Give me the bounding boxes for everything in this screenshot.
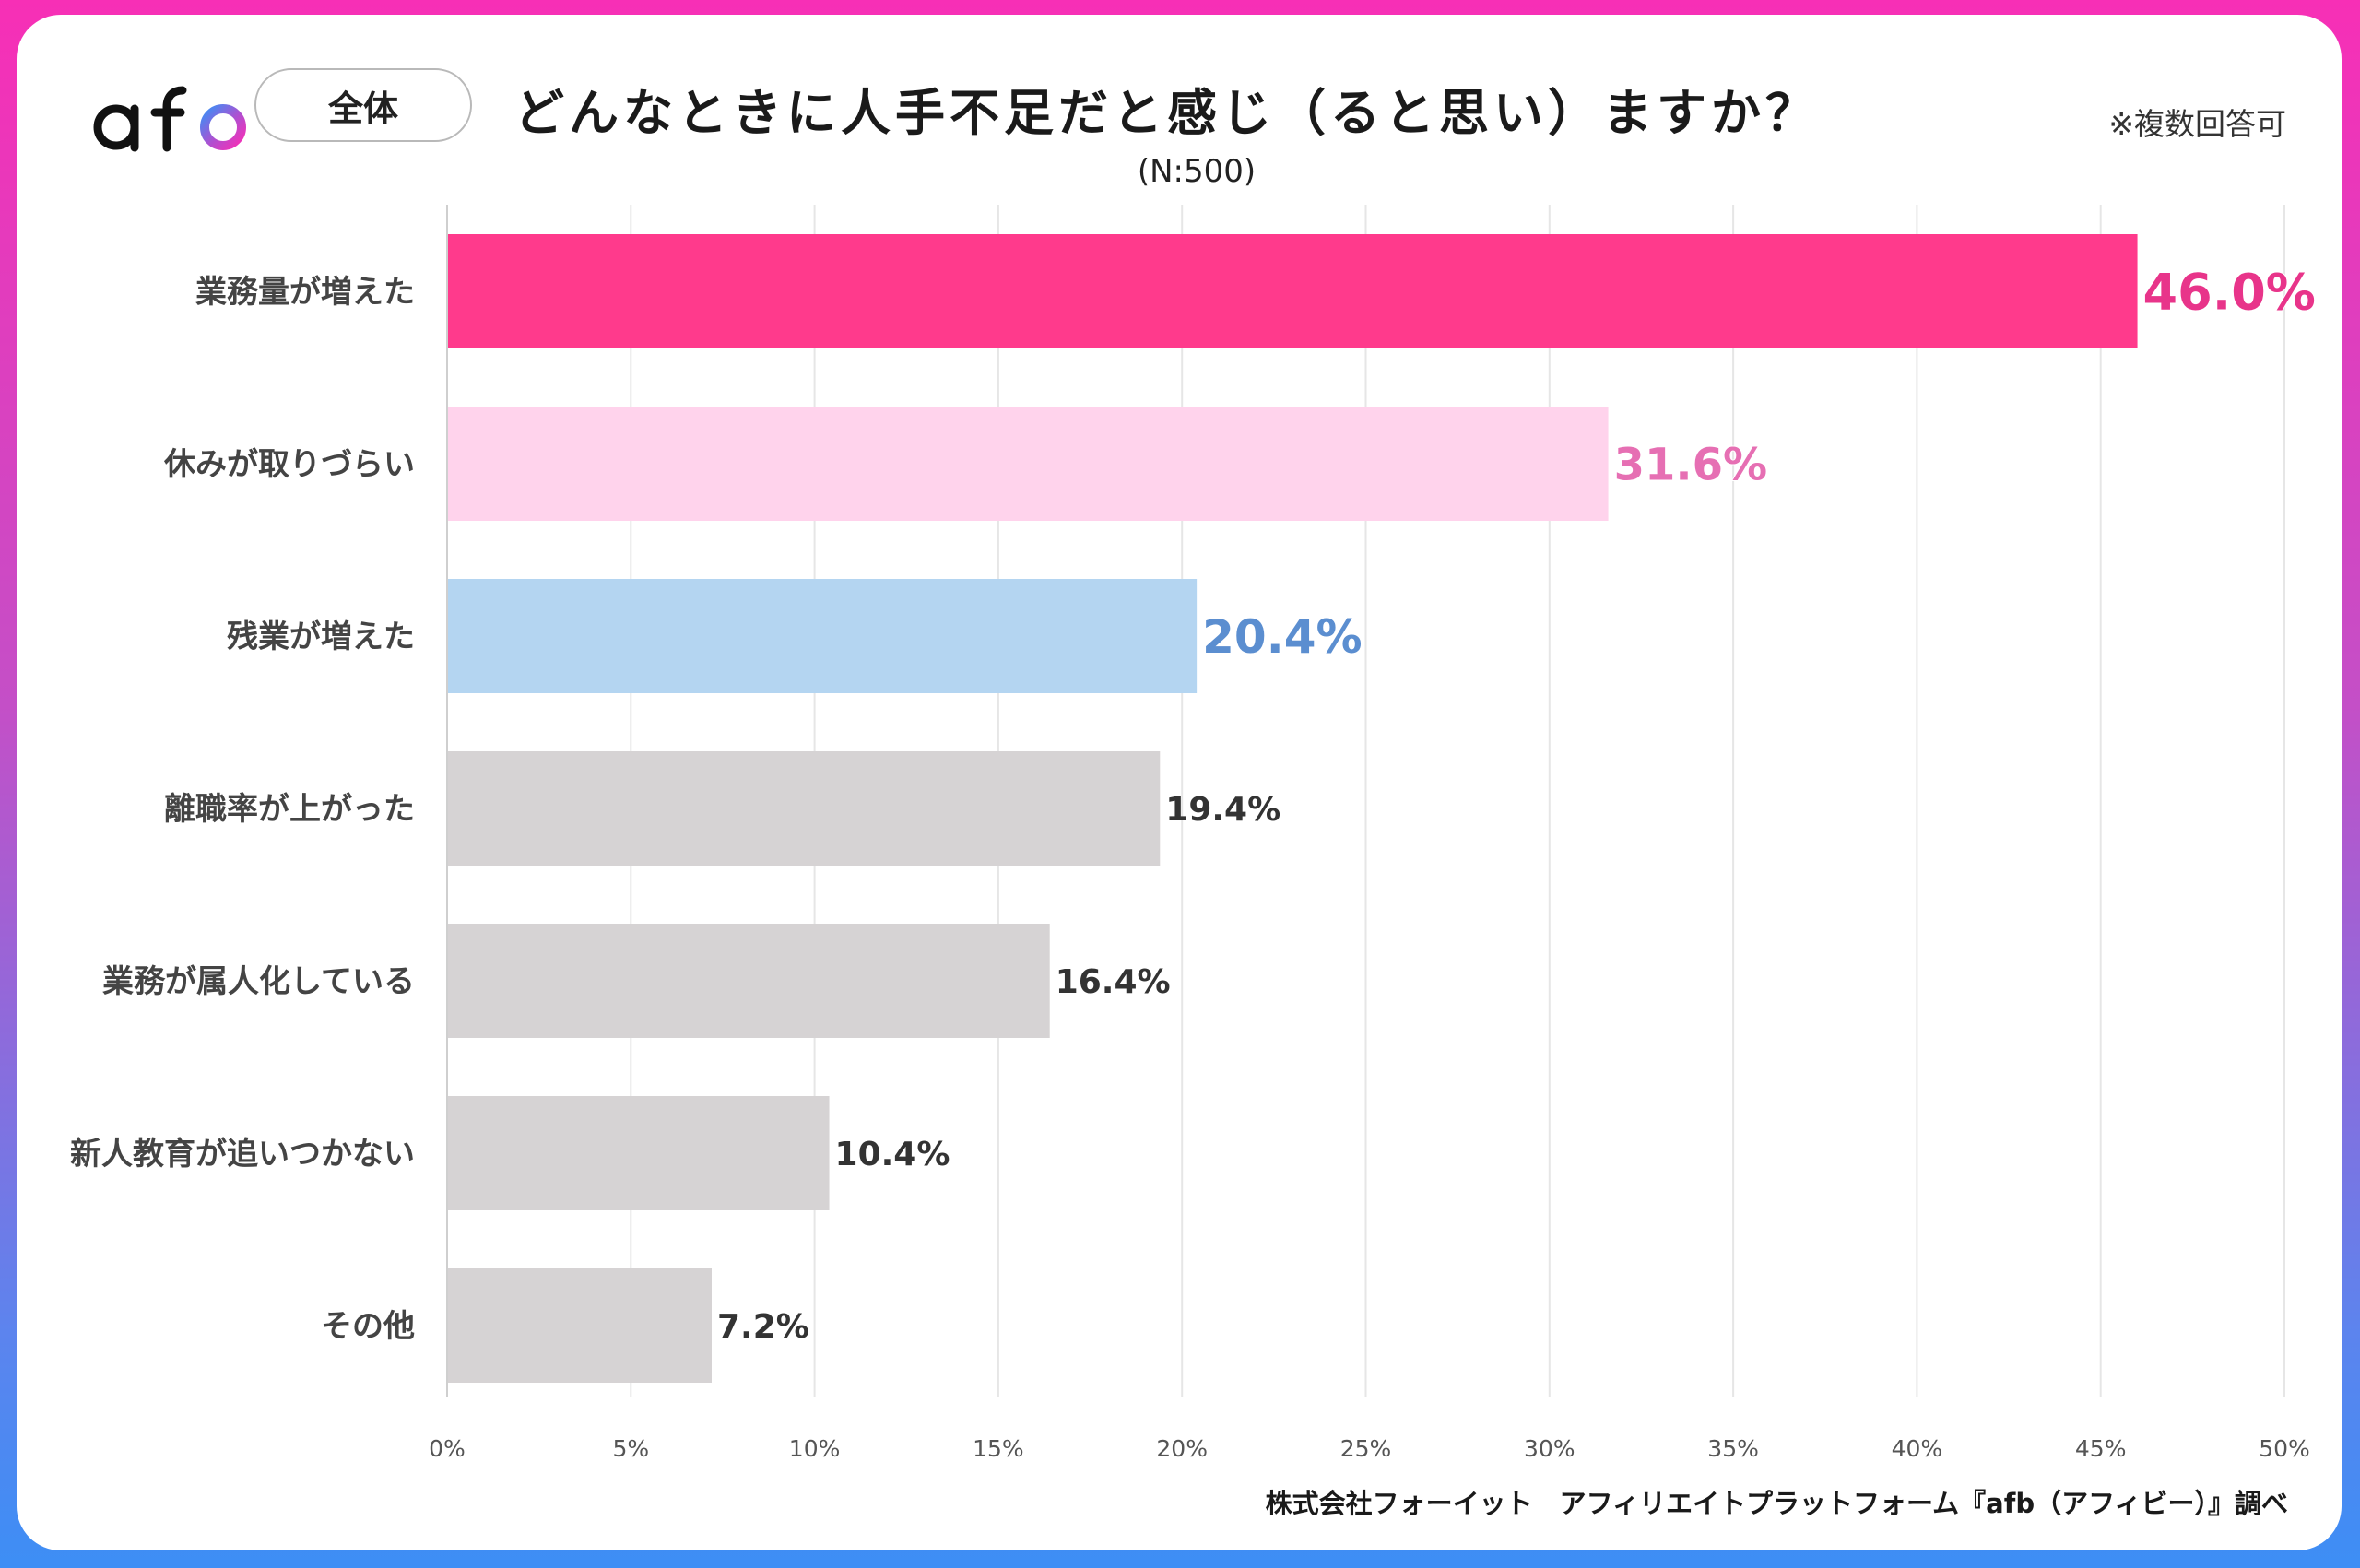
value-label: 7.2% — [717, 1308, 809, 1346]
bar — [447, 751, 1161, 866]
bar-chart: 0% 5% 10% 15% 20% 25% 30% 35% 40% 45% 50% 業務量が増えた 46… — [70, 205, 2317, 1462]
x-tick-label: 15% — [973, 1435, 1024, 1462]
category-label: その他 — [321, 1308, 415, 1345]
bar — [447, 924, 1050, 1038]
scope-badge: 全体 — [254, 68, 472, 142]
x-tick-label: 50% — [2259, 1435, 2310, 1462]
x-tick-label: 40% — [1892, 1435, 1943, 1462]
value-label: 46.0% — [2143, 263, 2316, 321]
category-label: 業務量が増えた — [195, 274, 415, 311]
category-label: 新人教育が追いつかない — [70, 1136, 415, 1173]
category-label: 残業が増えた — [227, 619, 415, 655]
x-tick-label: 35% — [1707, 1435, 1759, 1462]
value-label: 31.6% — [1614, 439, 1768, 490]
category-label: 業務が属人化している — [102, 963, 415, 1000]
sample-size-label: (N:500) — [1137, 153, 1257, 190]
category-label: 離職率が上がった — [164, 791, 415, 828]
chart-card: 全体 どんなときに人手不足だと感じ（ると思い）ますか？ (N:500) ※複数回… — [17, 15, 2342, 1550]
bar — [447, 579, 1198, 693]
category-label: 休みが取りづらい — [163, 446, 415, 483]
value-label: 20.4% — [1202, 610, 1362, 664]
x-tick-label: 25% — [1340, 1435, 1392, 1462]
bar — [447, 1268, 712, 1383]
value-label: 19.4% — [1165, 791, 1280, 829]
bar — [447, 407, 1609, 521]
value-label: 10.4% — [835, 1136, 950, 1173]
x-tick-label: 20% — [1156, 1435, 1208, 1462]
x-tick-label: 10% — [789, 1435, 841, 1462]
multiple-answer-note: ※複数回答可 — [2108, 106, 2286, 142]
bar — [447, 1096, 830, 1210]
x-tick-label: 0% — [429, 1435, 466, 1462]
chart-title: どんなときに人手不足だと感じ（ると思い）ますか？ — [514, 84, 1820, 142]
value-label: 16.4% — [1056, 963, 1171, 1001]
bar — [447, 234, 2138, 348]
afb-logo — [93, 84, 246, 152]
x-tick-label: 5% — [612, 1435, 649, 1462]
x-tick-label: 30% — [1524, 1435, 1575, 1462]
x-tick-label: 45% — [2075, 1435, 2127, 1462]
source-credit: 株式会社フォーイット アフィリエイトプラットフォーム『afb（アフィビー）』調べ — [1265, 1488, 2288, 1519]
